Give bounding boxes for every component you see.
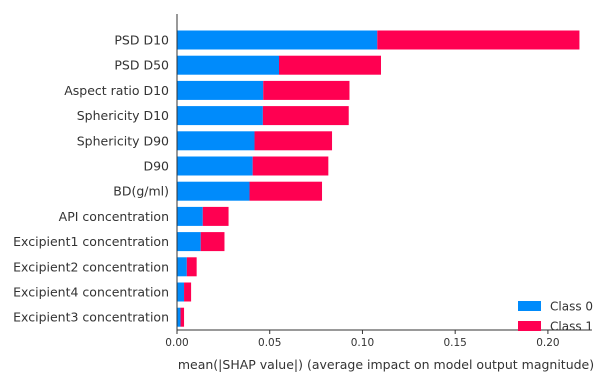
- x-axis-label: mean(|SHAP value|) (average impact on mo…: [178, 357, 594, 372]
- y-tick-label: Excipient2 concentration: [13, 259, 169, 274]
- y-tick-label: Excipient3 concentration: [13, 310, 169, 325]
- y-tick-label: D90: [143, 159, 169, 174]
- x-tick-label: 0.20: [536, 337, 559, 349]
- bar-class-0-0: [177, 30, 378, 50]
- bar-class-1-10: [184, 282, 192, 302]
- bar-class-1-6: [249, 181, 323, 201]
- bar-class-1-5: [252, 156, 329, 176]
- x-tick-label: 0.05: [258, 337, 281, 349]
- bar-class-0-4: [177, 131, 255, 151]
- bar-class-0-1: [177, 55, 279, 75]
- y-tick-label: Excipient1 concentration: [13, 234, 169, 249]
- y-tick-label: PSD D10: [114, 33, 169, 48]
- bar-class-1-9: [186, 257, 197, 277]
- bar-class-1-2: [263, 80, 350, 100]
- x-tick-label: 0.15: [443, 337, 466, 349]
- legend-swatch-class-0: [518, 301, 541, 311]
- y-tick-label: Sphericity D90: [77, 133, 169, 148]
- bar-class-0-6: [177, 181, 250, 201]
- y-tick-label: Excipient4 concentration: [13, 285, 169, 300]
- legend-swatch-class-1: [518, 321, 541, 331]
- x-axis-ticks: 0.00 0.05 0.10 0.15 0.20: [165, 330, 560, 349]
- bar-class-1-1: [279, 55, 381, 75]
- legend-label-class-0: Class 0: [550, 300, 593, 314]
- bar-class-0-3: [177, 106, 263, 126]
- bar-class-0-7: [177, 206, 203, 226]
- x-tick-label: 0.00: [165, 337, 188, 349]
- bar-class-0-5: [177, 156, 253, 176]
- bar-class-1-7: [202, 206, 229, 226]
- y-axis-labels: PSD D10 PSD D50 Aspect ratio D10 Sphericity…: [13, 33, 169, 325]
- y-tick-label: PSD D50: [114, 58, 169, 73]
- x-tick-label: 0.10: [351, 337, 374, 349]
- y-tick-label: BD(g/ml): [113, 184, 169, 199]
- bar-class-1-8: [200, 232, 225, 252]
- bar-class-0-9: [177, 257, 187, 277]
- bar-class-0-8: [177, 232, 201, 252]
- bar-class-0-2: [177, 80, 264, 100]
- bar-class-1-3: [262, 106, 349, 126]
- bar-class-0-11: [177, 307, 181, 327]
- y-tick-label: API concentration: [59, 209, 169, 224]
- bar-class-1-4: [254, 131, 333, 151]
- bars-group: [177, 30, 580, 327]
- bar-class-1-11: [180, 307, 185, 327]
- legend-label-class-1: Class 1: [550, 320, 593, 334]
- y-tick-label: Aspect ratio D10: [64, 83, 169, 98]
- bar-class-0-10: [177, 282, 185, 302]
- y-tick-label: Sphericity D10: [77, 108, 169, 123]
- legend: Class 0 Class 1: [518, 300, 593, 334]
- bar-class-1-0: [377, 30, 580, 50]
